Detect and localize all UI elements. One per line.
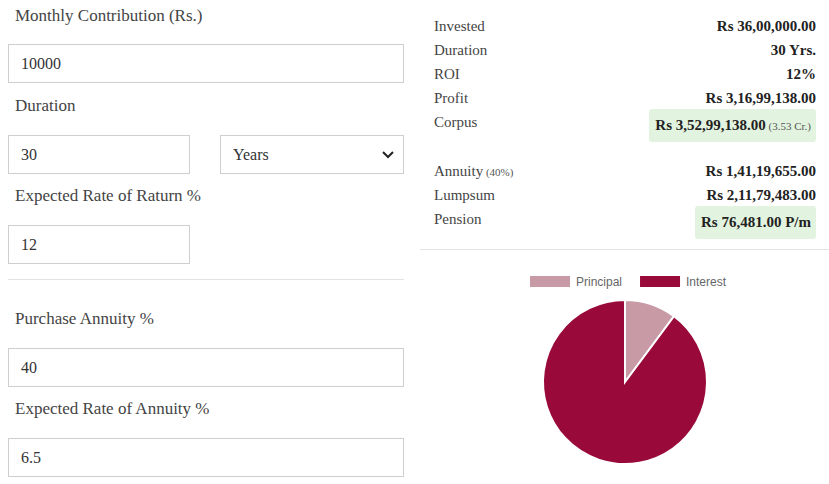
html-text:Rs 1,41,19,655.00: Rs 1,41,19,655.00 [705,163,816,179]
html-text:30: 30 [21,146,37,163]
html-text:Duration: Duration [434,42,488,58]
html-text:Rs 36,00,000.00: Rs 36,00,000.00 [716,18,816,34]
svg-text:Principal: Principal [576,275,622,289]
html-text:6.5: 6.5 [21,449,41,466]
html-text:Rs 3,16,99,138.00: Rs 3,16,99,138.00 [705,90,816,106]
html-text:40: 40 [21,359,37,376]
html-text:Annuity(40%): Annuity(40%) [434,163,514,179]
html-text:Duration: Duration [15,96,76,115]
html-text:Monthly Contribution (Rs.): Monthly Contribution (Rs.) [15,6,203,25]
html-text:12: 12 [21,236,37,253]
html-text:10000: 10000 [21,55,61,72]
html-text:Pension: Pension [434,211,482,227]
html-text:Lumpsum: Lumpsum [434,187,495,203]
html-text:30 Yrs.: 30 Yrs. [770,42,816,58]
html-text:Rs 3,52,99,138.00(3.53 Cr.): Rs 3,52,99,138.00(3.53 Cr.) [655,117,811,133]
html-text:12%: 12% [786,66,816,82]
html-text:Expected Rate of Raturn %: Expected Rate of Raturn % [15,186,201,205]
html-text:Rs 2,11,79,483.00: Rs 2,11,79,483.00 [706,187,816,203]
html-text:Rs 76,481.00 P/m: Rs 76,481.00 P/m [701,214,811,230]
svg-text:Interest: Interest [686,275,727,289]
html-text:ROI: ROI [434,66,460,82]
html-text:Invested: Invested [434,18,485,34]
html-text:Years: Years [233,146,269,163]
html-text:Expected Rate of Annuity %: Expected Rate of Annuity % [15,399,210,418]
html-text:Profit: Profit [434,90,469,106]
html-text:Purchase Annuity %: Purchase Annuity % [15,309,154,328]
html-text:Corpus: Corpus [434,114,478,130]
